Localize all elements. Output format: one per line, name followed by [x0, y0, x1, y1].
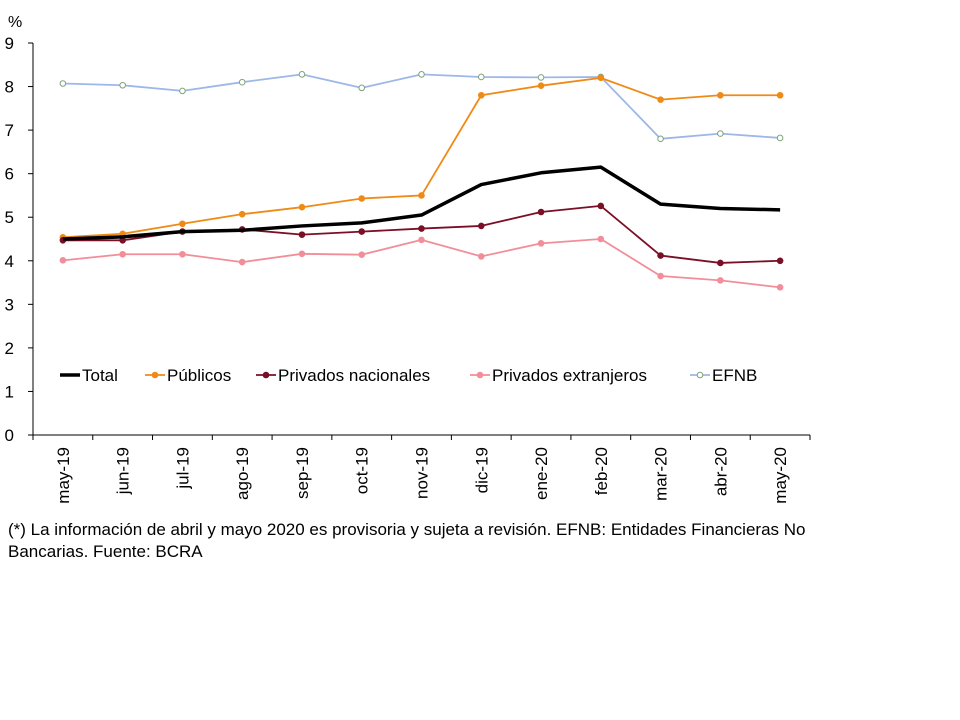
x-tick-label: ene-20: [532, 447, 551, 500]
data-point-privados-extranjeros: [477, 253, 485, 260]
x-tick-label: ago-19: [233, 447, 252, 500]
x-axis-ticks: may-19 jun-19 jul-19 ago-19 sep-19 oct-19 nov-…: [32, 435, 811, 504]
data-point-privados-extranjeros: [418, 236, 425, 244]
legend-swatch-marker: [262, 371, 270, 379]
data-point-efnb: [537, 74, 545, 81]
data-point-efnb: [238, 78, 246, 86]
legend-label: Públicos: [167, 366, 231, 385]
data-point-privados-extranjeros: [298, 250, 306, 258]
data-point-privados-extranjeros: [238, 258, 246, 266]
x-tick-label: may-19: [54, 447, 73, 504]
data-point-publicos: [597, 74, 605, 82]
series-efnb: [59, 71, 784, 143]
x-tick-label: jun-19: [114, 447, 133, 495]
data-point-efnb: [59, 80, 67, 87]
series-total: [62, 165, 781, 241]
y-tick-label: 7: [5, 121, 14, 140]
y-tick-label: 4: [5, 252, 14, 271]
legend-item-efnb: EFNB: [690, 366, 757, 385]
data-point-privados-extranjeros: [119, 250, 126, 258]
data-point-publicos: [657, 96, 664, 103]
y-tick-label: 1: [5, 382, 14, 401]
data-point-publicos: [358, 195, 366, 202]
x-tick-label: feb-20: [592, 447, 611, 495]
data-point-publicos: [776, 91, 784, 99]
y-tick-label: 3: [5, 295, 14, 314]
data-point-publicos: [179, 220, 186, 228]
data-point-efnb: [776, 134, 784, 142]
y-tick-label: 8: [5, 78, 14, 97]
data-point-publicos: [418, 192, 425, 199]
x-tick-label: dic-19: [472, 447, 491, 493]
legend-label: Privados extranjeros: [492, 366, 647, 385]
y-tick-label: 5: [5, 208, 14, 227]
data-point-publicos: [477, 91, 485, 99]
footnote: (*) La información de abril y mayo 2020 …: [8, 520, 806, 561]
y-axis-ticks: 0 1 2 3 4 5 6 7 8 9: [5, 34, 33, 445]
data-point-efnb: [477, 73, 485, 81]
series-publicos: [59, 74, 784, 241]
chart-axes: [32, 43, 810, 436]
legend-item-publicos: Públicos: [145, 366, 231, 385]
chart-series: [59, 71, 784, 291]
data-point-privados-extranjeros: [657, 272, 664, 280]
data-point-efnb: [717, 130, 724, 137]
legend-label: Privados nacionales: [278, 366, 430, 385]
legend-swatch-marker: [476, 371, 484, 379]
legend-swatch-marker: [696, 371, 704, 379]
data-point-privados-extranjeros: [717, 277, 724, 284]
series-line-privados-extranjeros: [62, 238, 781, 289]
series-line-efnb: [62, 73, 781, 140]
x-tick-label: mar-20: [652, 447, 671, 501]
legend-label: Total: [82, 366, 118, 385]
x-tick-label: nov-19: [413, 447, 432, 499]
x-tick-label: jul-19: [173, 447, 192, 490]
data-point-privados-nacionales: [597, 202, 605, 210]
y-tick-label: 6: [5, 165, 14, 184]
legend-swatch-marker: [151, 371, 159, 379]
data-point-efnb: [298, 71, 306, 78]
y-tick-label: 0: [5, 426, 14, 445]
data-point-privados-extranjeros: [59, 257, 67, 264]
data-point-efnb: [358, 84, 366, 92]
data-point-publicos: [717, 91, 724, 99]
data-point-publicos: [537, 82, 545, 89]
data-point-privados-nacionales: [657, 252, 664, 259]
x-tick-label: may-20: [771, 447, 790, 504]
data-point-privados-nacionales: [776, 257, 784, 265]
y-axis-unit-label: %: [8, 14, 22, 31]
data-point-privados-nacionales: [717, 259, 724, 267]
data-point-privados-nacionales: [418, 225, 425, 232]
data-point-efnb: [119, 81, 126, 89]
data-point-privados-extranjeros: [179, 250, 186, 258]
data-point-privados-nacionales: [537, 208, 545, 216]
series-privados-extranjeros: [59, 235, 784, 291]
legend-label: EFNB: [712, 366, 757, 385]
chart-legend: Total Públicos Privados nacionales Privados…: [60, 366, 757, 385]
series-line-total: [62, 165, 781, 241]
data-point-privados-extranjeros: [358, 251, 366, 258]
x-tick-label: abr-20: [711, 447, 730, 496]
data-point-privados-extranjeros: [597, 235, 605, 243]
y-tick-label: 9: [5, 34, 14, 53]
data-point-efnb: [418, 71, 425, 78]
data-point-efnb: [179, 87, 186, 95]
data-point-privados-nacionales: [358, 228, 366, 235]
data-point-publicos: [238, 210, 246, 218]
data-point-efnb: [657, 135, 664, 143]
data-point-privados-nacionales: [477, 222, 485, 230]
legend-item-privados-nacionales: Privados nacionales: [256, 366, 430, 385]
line-chart: % 0 1 2 3 4 5 6 7 8 9 may-19 jun-19 jul-19 ago-19 sep…: [5, 14, 811, 504]
data-point-privados-extranjeros: [776, 284, 784, 291]
legend-item-privados-extranjeros: Privados extranjeros: [470, 366, 647, 385]
x-tick-label: sep-19: [293, 447, 312, 499]
y-tick-label: 2: [5, 339, 14, 358]
data-point-privados-extranjeros: [537, 240, 545, 247]
data-point-privados-nacionales: [298, 231, 306, 238]
legend-item-total: Total: [60, 366, 118, 385]
x-tick-label: oct-19: [353, 447, 372, 494]
data-point-publicos: [298, 203, 306, 211]
